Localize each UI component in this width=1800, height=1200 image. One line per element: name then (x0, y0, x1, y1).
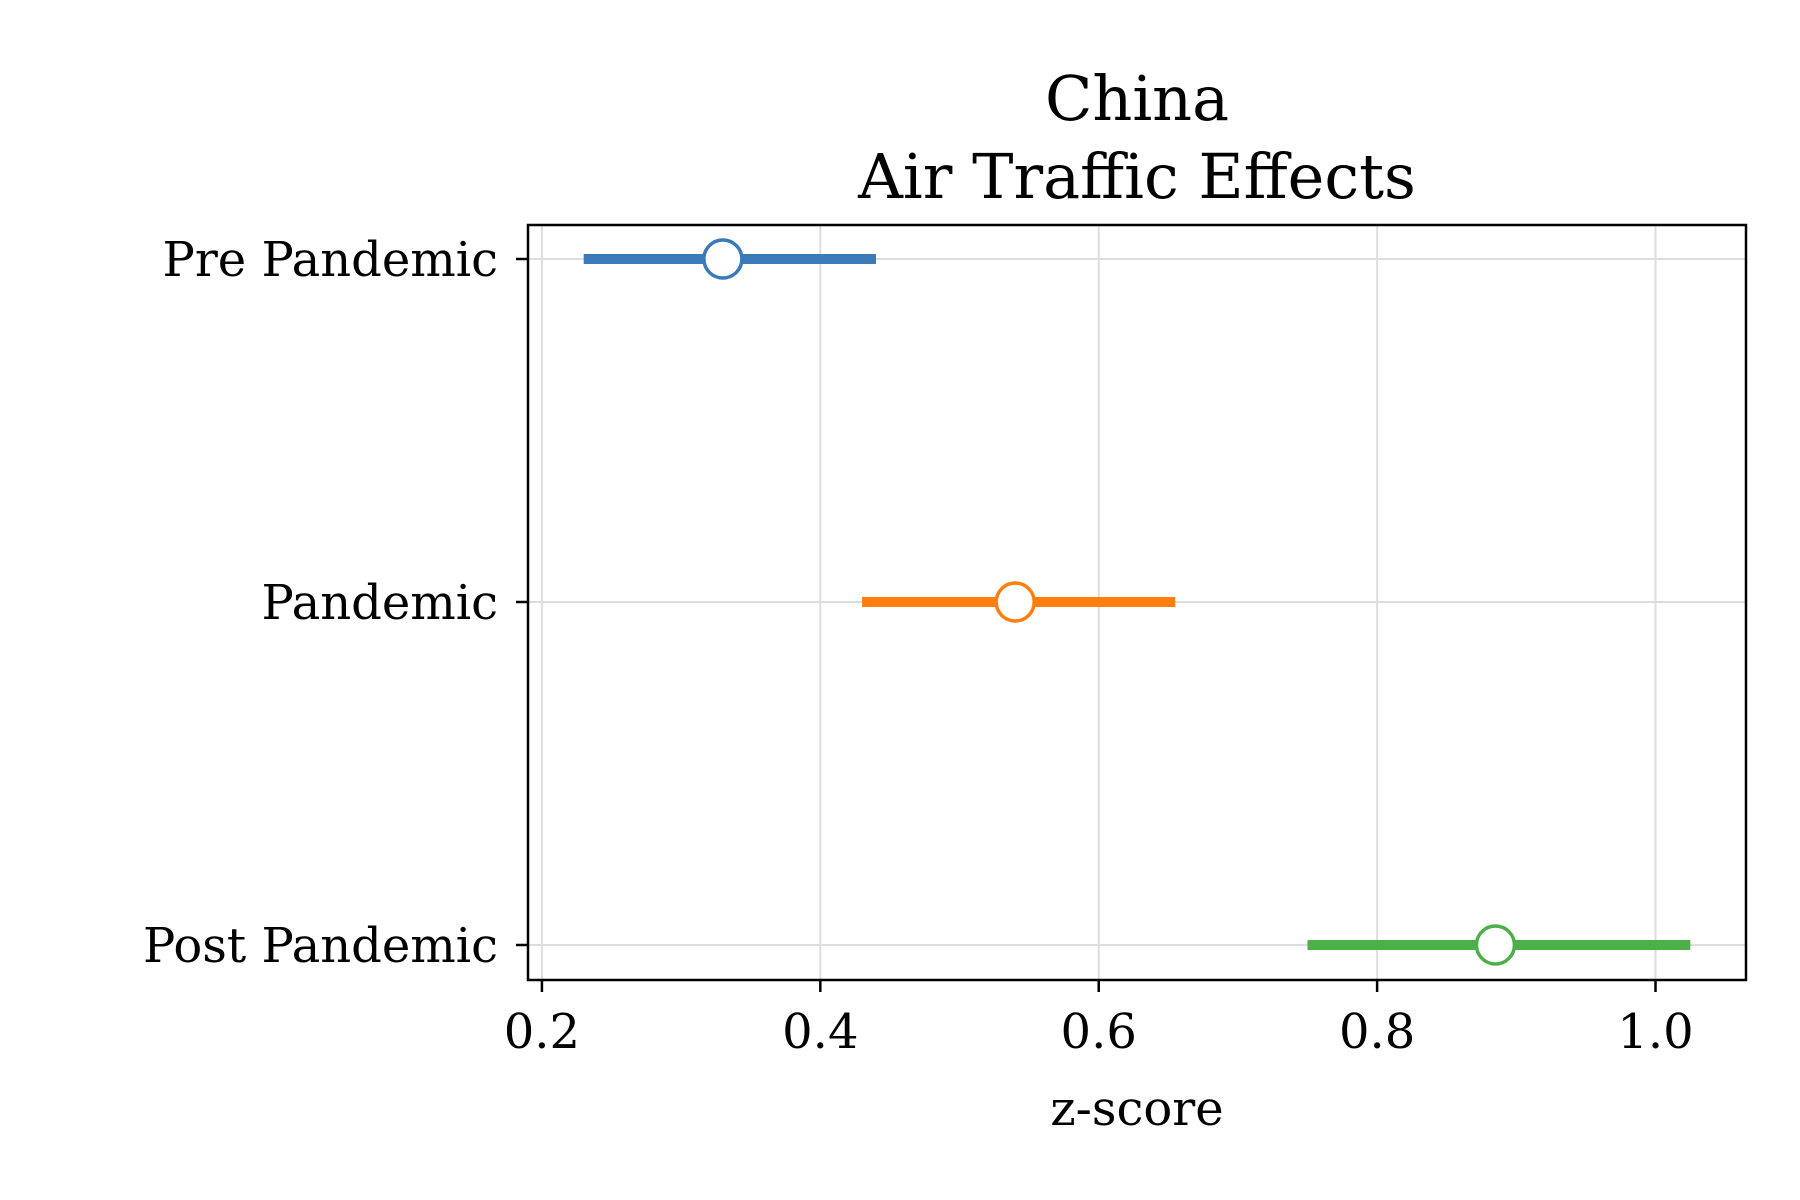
x-tick-label: 0.8 (1339, 1004, 1415, 1060)
axis-ticks: 0.2 0.4 0.6 0.8 1.0 Pre Pandemic Pandemic Post … (143, 232, 1694, 1060)
estimate-point-1 (994, 581, 1036, 623)
x-tick-label: 0.4 (782, 1004, 858, 1060)
x-tick-label: 0.6 (1061, 1004, 1137, 1060)
x-axis-label: z-score (1050, 1081, 1223, 1137)
x-tick-label: 1.0 (1617, 1004, 1693, 1060)
y-tick-label: Pandemic (261, 575, 498, 631)
y-tick-label: Post Pandemic (143, 918, 498, 974)
chart-title-line-1: China (1045, 62, 1229, 135)
estimate-point-0 (702, 238, 744, 280)
chart-title-line-2: Air Traffic Effects (857, 140, 1416, 213)
y-tick-label: Pre Pandemic (163, 232, 498, 288)
x-tick-label: 0.2 (504, 1004, 580, 1060)
plot-marks (583, 238, 1691, 966)
estimate-point-2 (1474, 924, 1517, 966)
